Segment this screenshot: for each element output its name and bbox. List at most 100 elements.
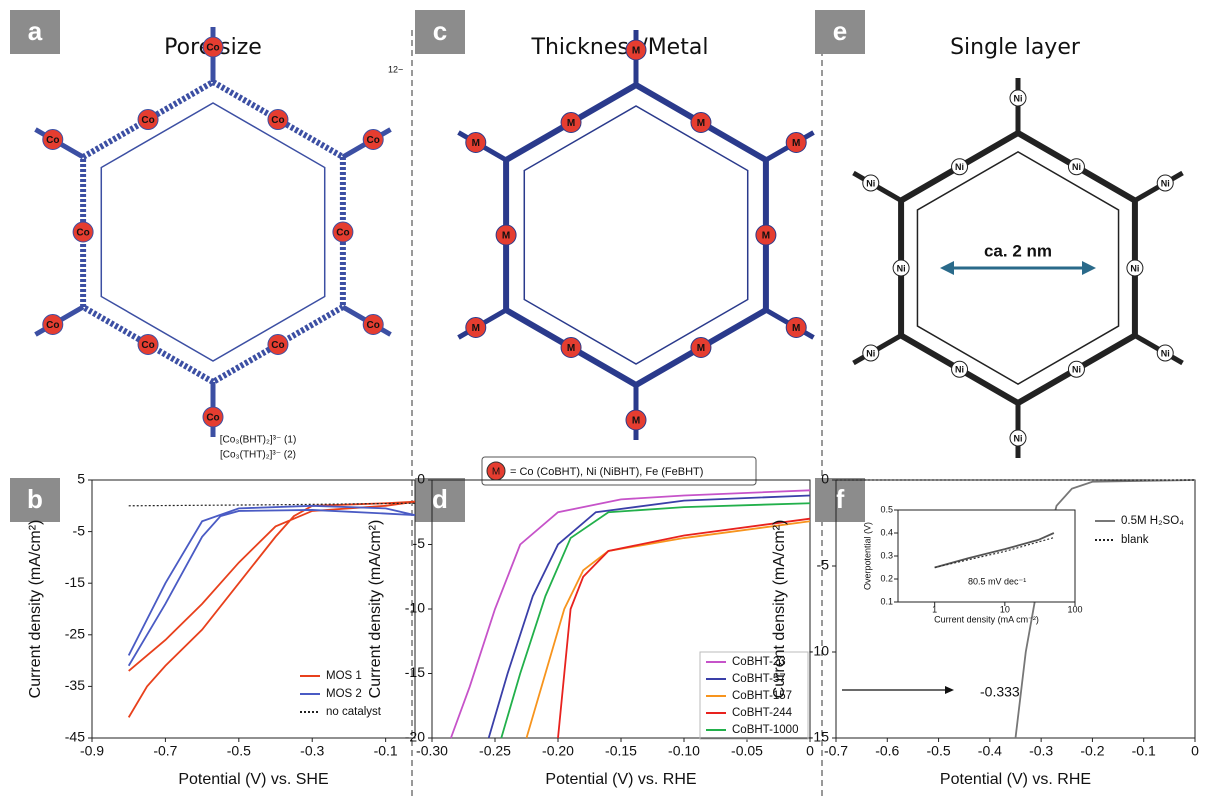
panel-title: Thickness/Metal — [531, 35, 709, 60]
metal-label: Ni — [897, 263, 906, 273]
x-tick-label: -0.1 — [1132, 743, 1156, 759]
panel-label: b — [27, 484, 43, 514]
metal-label: Co — [141, 340, 154, 351]
metal-label: Co — [271, 115, 284, 126]
metal-label: Co — [206, 413, 219, 424]
metal-label: Co — [141, 115, 154, 126]
metal-label: M — [567, 343, 575, 354]
metal-label: M — [632, 46, 640, 57]
panel-label: c — [433, 16, 447, 46]
metal-label: Ni — [1161, 178, 1170, 188]
annotation: -0.333 — [980, 684, 1020, 700]
annotation: 80.5 mV dec⁻¹ — [968, 576, 1026, 586]
figure: abcdefPore sizeCoCoCoCoCoCoCoCoCoCoCoCoT… — [0, 0, 1205, 797]
y-tick-label: -15 — [65, 574, 85, 590]
x-tick-label: -0.4 — [978, 743, 1002, 759]
x-tick-label: 1 — [932, 604, 937, 614]
metal-label: Co — [46, 135, 59, 146]
x-tick-label: -0.9 — [80, 743, 104, 759]
series-line — [501, 503, 810, 738]
x-tick-label: 10 — [1000, 604, 1010, 614]
y-tick-label: -35 — [65, 677, 85, 693]
x-axis-label: Potential (V) vs. RHE — [545, 771, 696, 788]
arrowhead — [940, 261, 954, 275]
y-tick-label: 0.3 — [880, 550, 893, 560]
metal-label: Ni — [1014, 433, 1023, 443]
metal-label: Co — [46, 320, 59, 331]
metal-label: Ni — [1130, 263, 1139, 273]
y-tick-label: 0.1 — [880, 596, 893, 606]
metal-label: Ni — [1072, 365, 1081, 375]
metal-label: M — [792, 323, 800, 334]
legend-label: blank — [1121, 534, 1149, 546]
metal-label: Ni — [1014, 93, 1023, 103]
x-axis-label: Potential (V) vs. SHE — [178, 771, 328, 788]
framework-ring-inner — [524, 106, 747, 364]
metal-label: M — [697, 343, 705, 354]
x-axis-label: Potential (V) vs. RHE — [940, 771, 1091, 788]
arrowhead — [945, 686, 954, 694]
x-axis-label: Current density (mA cm⁻²) — [934, 614, 1039, 624]
y-tick-label: 0 — [417, 471, 425, 487]
x-tick-label: -0.1 — [374, 743, 398, 759]
metal-label: M — [792, 138, 800, 149]
y-tick-label: -20 — [405, 729, 425, 745]
x-tick-label: 0 — [806, 743, 814, 759]
y-tick-label: 0.4 — [880, 527, 893, 537]
metal-label: M — [472, 323, 480, 334]
legend-label: CoBHT-244 — [732, 707, 793, 719]
y-tick-label: 0.2 — [880, 573, 893, 583]
y-tick-label: 0 — [821, 471, 829, 487]
framework-ring-inner — [101, 103, 324, 361]
legend-label: no catalyst — [326, 706, 382, 718]
y-tick-label: -15 — [405, 664, 425, 680]
legend-label: 0.5M H₂SO₄ — [1121, 515, 1184, 527]
panel-title: Single layer — [950, 35, 1081, 60]
metal-label: Co — [367, 135, 380, 146]
caption-node-label: M — [492, 467, 500, 478]
metal-label: Ni — [1072, 162, 1081, 172]
metal-label: Co — [367, 320, 380, 331]
x-tick-label: 0 — [1191, 743, 1199, 759]
metal-label: Co — [336, 228, 349, 239]
charge-label: 12− — [388, 64, 403, 74]
x-tick-label: 100 — [1067, 604, 1082, 614]
metal-label: M — [697, 118, 705, 129]
x-tick-label: -0.20 — [542, 743, 574, 759]
metal-label: Ni — [866, 178, 875, 188]
metal-label: Ni — [866, 348, 875, 358]
x-tick-label: -0.6 — [875, 743, 899, 759]
legend-label: MOS 2 — [326, 688, 362, 700]
metal-label: M — [472, 138, 480, 149]
y-tick-label: -25 — [65, 626, 85, 642]
y-tick-label: -45 — [65, 729, 85, 745]
x-tick-label: -0.10 — [668, 743, 700, 759]
y-axis-label: Current density (mA/cm²) — [27, 520, 44, 699]
formula: [Co₃(BHT)₂]³⁻ (1) — [220, 435, 297, 446]
y-axis-label: Current density (mA/cm²) — [771, 520, 788, 699]
y-tick-label: 5 — [77, 471, 85, 487]
metal-label: M — [567, 118, 575, 129]
metal-label: M — [632, 416, 640, 427]
x-tick-label: -0.7 — [153, 743, 177, 759]
y-tick-label: -10 — [405, 600, 425, 616]
x-tick-label: -0.15 — [605, 743, 637, 759]
x-tick-label: -0.5 — [927, 743, 951, 759]
y-axis-label: Current density (mA/cm²) — [367, 520, 384, 699]
panel-label: a — [28, 16, 43, 46]
x-tick-label: -0.5 — [227, 743, 251, 759]
metal-label: M — [502, 231, 510, 242]
metal-label: Ni — [1161, 348, 1170, 358]
metal-label: Co — [206, 43, 219, 54]
panel-label: e — [833, 16, 847, 46]
metal-label: Ni — [955, 162, 964, 172]
caption: = Co (CoBHT), Ni (NiBHT), Fe (FeBHT) — [510, 466, 703, 478]
legend-label: MOS 1 — [326, 670, 362, 682]
y-tick-label: 0.5 — [880, 504, 893, 514]
metal-label: Ni — [955, 365, 964, 375]
legend-label: CoBHT-1000 — [732, 724, 798, 736]
y-tick-label: -5 — [817, 557, 830, 573]
y-tick-label: -15 — [809, 729, 829, 745]
x-tick-label: -0.3 — [1029, 743, 1053, 759]
metal-label: M — [762, 231, 770, 242]
